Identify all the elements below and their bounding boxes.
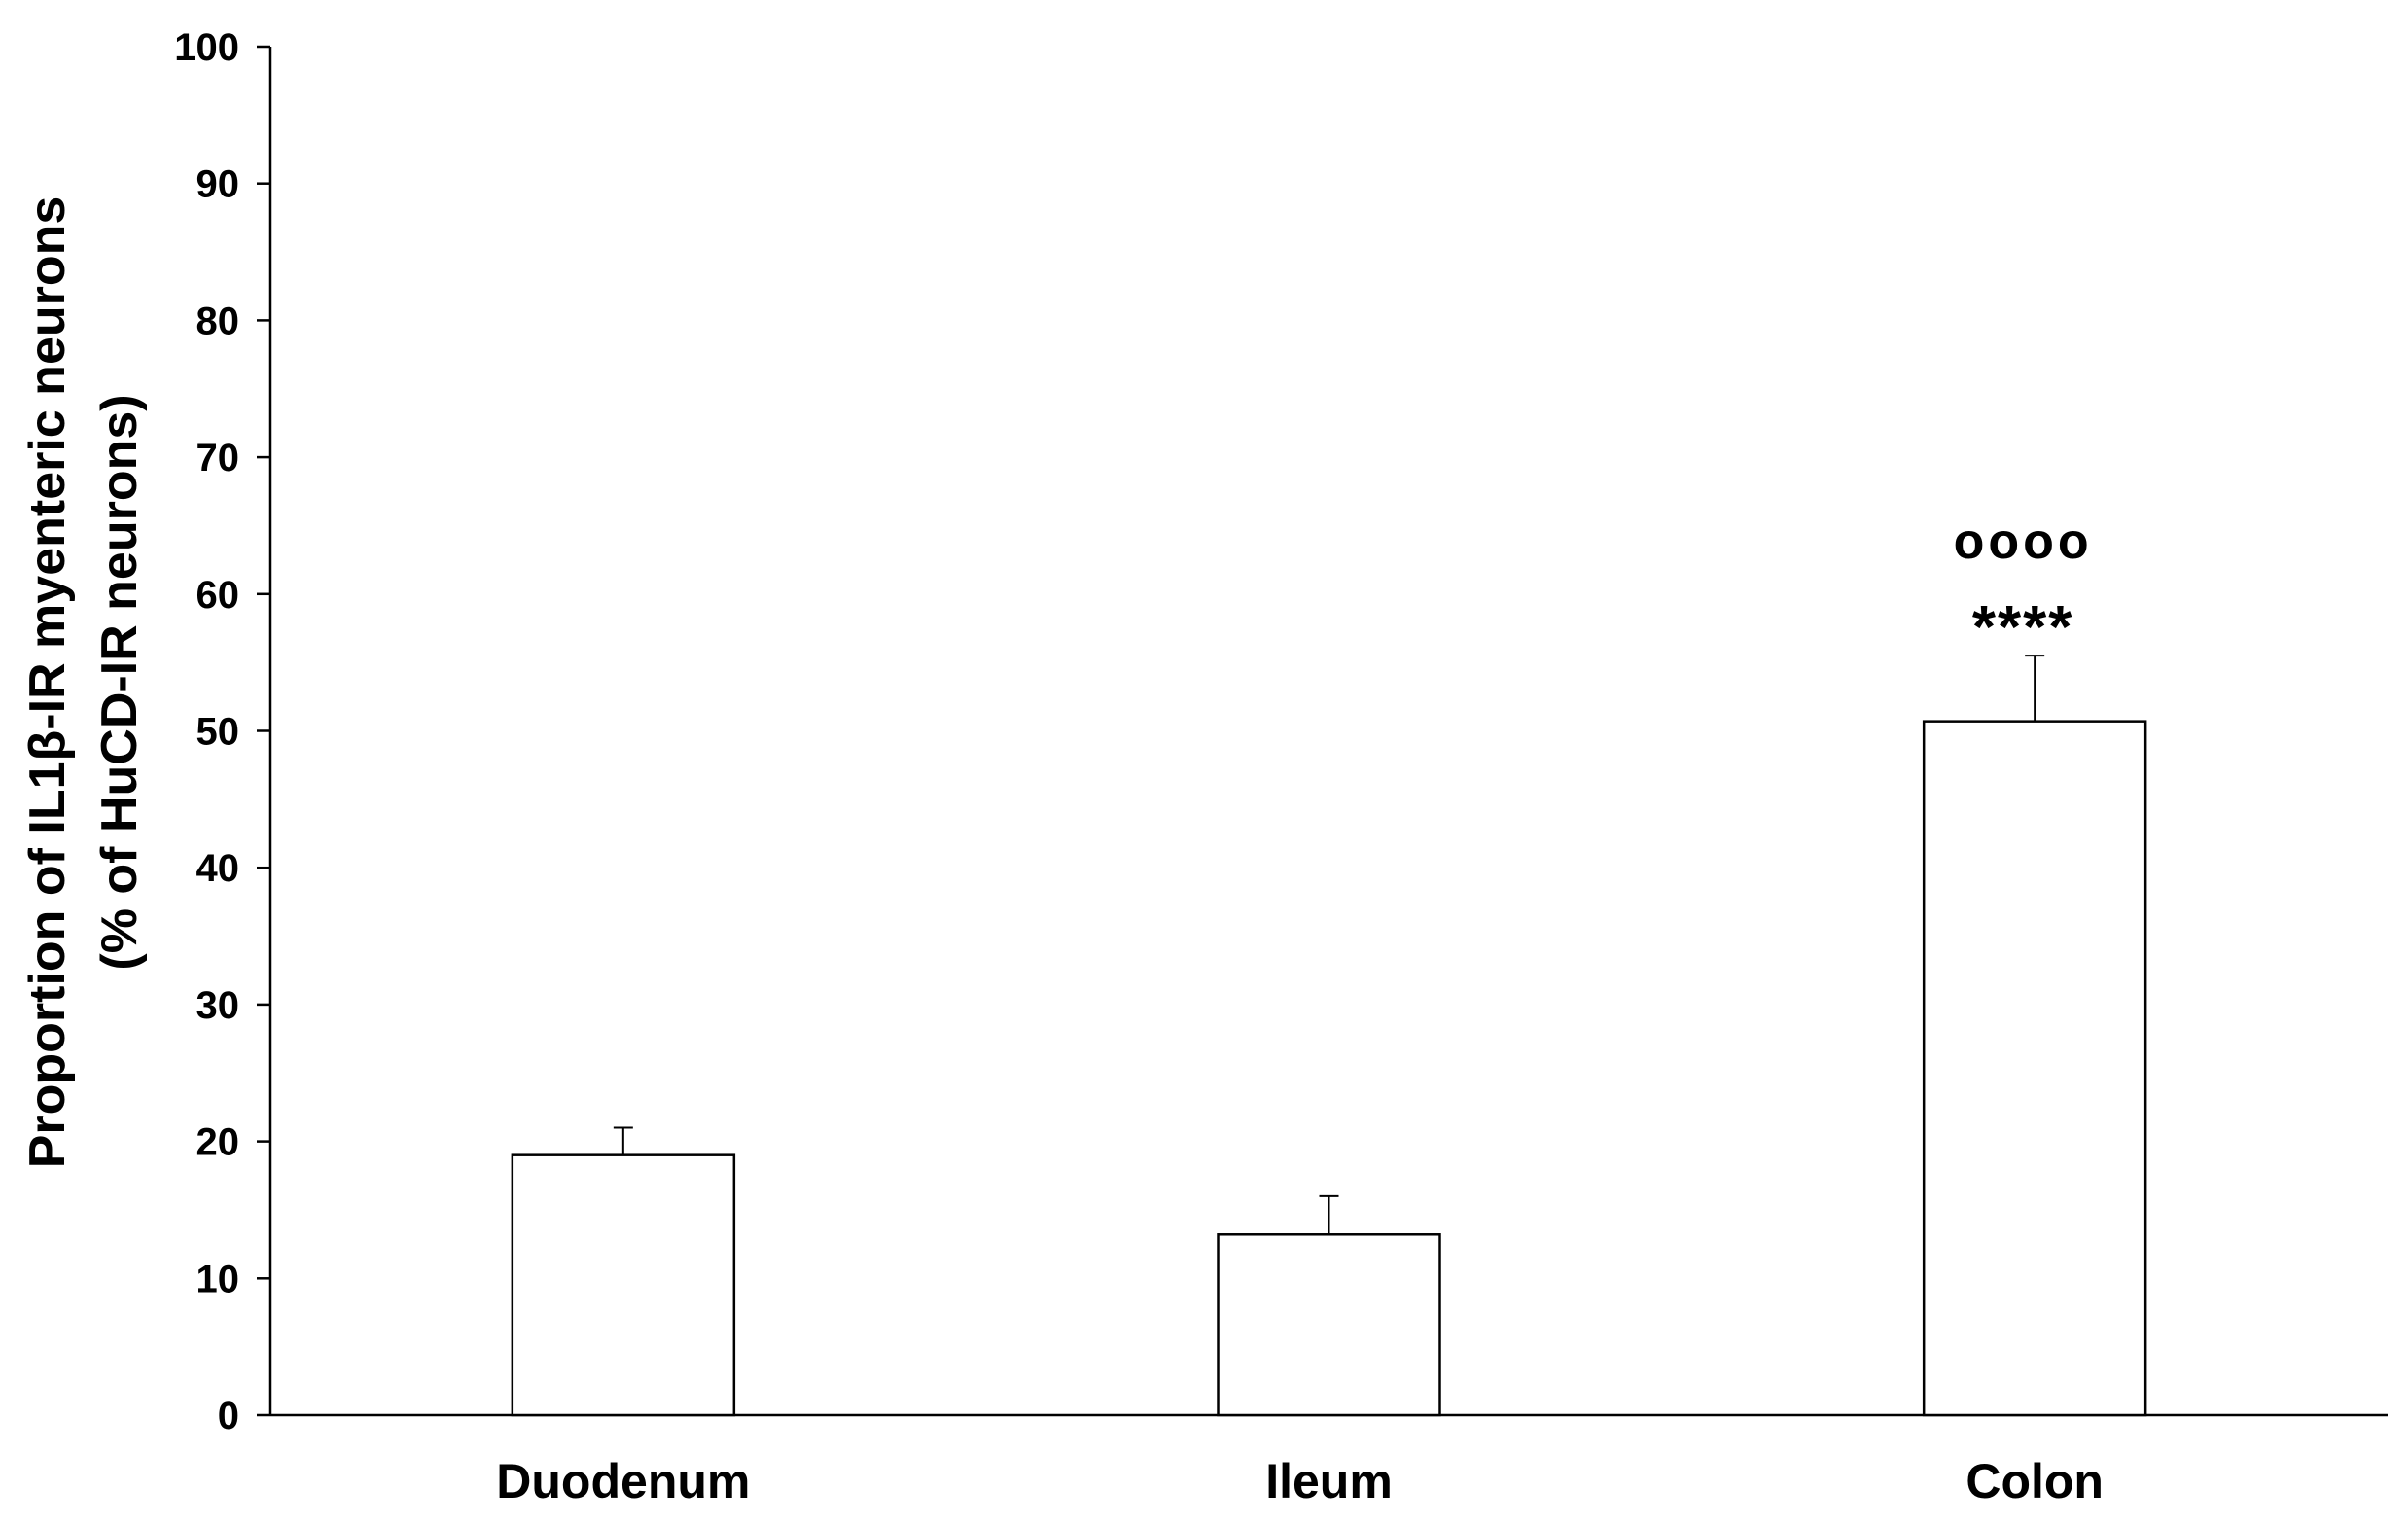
- y-tick-label: 70: [196, 437, 240, 479]
- y-tick-label: 10: [196, 1258, 240, 1300]
- significance-circles: oooo: [1954, 514, 2093, 570]
- y-axis-title: Proportion of IL1β-IR myenteric neurons (…: [19, 196, 148, 1169]
- bar-ileum: [1217, 1233, 1441, 1417]
- x-axis: Duodenum Ileum Colon: [270, 1413, 2388, 1508]
- y-tick-label: 50: [196, 711, 240, 754]
- y-tick-label: 60: [196, 574, 240, 617]
- y-axis-title-line1: Proportion of IL1β-IR myenteric neurons: [19, 196, 76, 1169]
- bar-colon: [1922, 720, 2147, 1417]
- y-tick-label: 90: [196, 163, 240, 206]
- significance-stars: ****: [1972, 594, 2074, 661]
- y-tick-label: 40: [196, 847, 240, 890]
- error-bars: [613, 655, 2045, 1235]
- y-axis: 0 10 20 30 40 50 60 70 80 90 100: [174, 26, 272, 1437]
- y-tick-label: 100: [174, 26, 239, 69]
- y-tick-label: 20: [196, 1121, 240, 1164]
- x-tick-label: Ileum: [1265, 1454, 1393, 1508]
- annotations: oooo ****: [1954, 514, 2093, 661]
- y-tick-label: 0: [218, 1395, 239, 1437]
- bars: [511, 720, 2147, 1417]
- y-tick-label: 80: [196, 300, 240, 342]
- x-tick-label: Colon: [1965, 1454, 2104, 1508]
- x-tick-label: Duodenum: [496, 1454, 750, 1508]
- y-tick-label: 30: [196, 984, 240, 1027]
- y-axis-title-line2: (% of HuCD-IR neurons): [91, 394, 148, 970]
- bar-duodenum: [511, 1153, 736, 1417]
